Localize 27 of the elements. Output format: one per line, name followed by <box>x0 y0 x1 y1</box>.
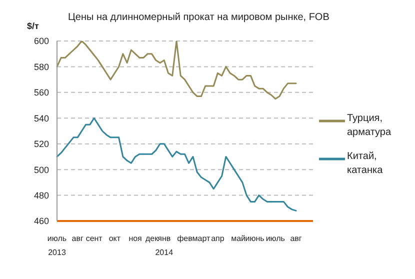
x-tick-label: окт <box>108 234 121 243</box>
y-axis-title: $/т <box>27 21 39 31</box>
x-tick-label: апр <box>211 234 225 243</box>
line-series <box>56 117 297 212</box>
y-tick-label: 480 <box>34 190 49 200</box>
x-tick-label: ноя <box>128 234 142 243</box>
legend-label: Китай, катанка <box>347 150 384 178</box>
x-tick-label: июль <box>266 234 285 243</box>
x-tick-label: дек <box>145 234 159 243</box>
y-tick-label: 520 <box>34 139 49 150</box>
y-tick-label: 600 <box>34 36 49 46</box>
y-tick-label: 460 <box>34 216 49 226</box>
y-tick-label: 580 <box>34 62 49 72</box>
chart-title: Цены на длинномерный прокат на мировом рынке, FOB <box>68 12 330 23</box>
y-tick-label: 500 <box>34 164 49 175</box>
x-tick-label: фев <box>177 234 192 243</box>
x-tick-label: май <box>231 234 246 243</box>
x-tick-label: сент <box>86 234 103 243</box>
x-tick-label: март <box>192 234 210 243</box>
x-tick-label: авг <box>290 234 302 243</box>
x-tick-label: июнь <box>245 234 264 243</box>
line-series <box>56 41 297 100</box>
y-tick-label: 560 <box>34 88 49 98</box>
legend-label: Турция, арматура <box>347 112 392 140</box>
x-tick-label: авг <box>72 234 84 243</box>
y-tick-label: 540 <box>34 113 49 124</box>
x-tick-label: июль 2013 <box>47 234 67 257</box>
